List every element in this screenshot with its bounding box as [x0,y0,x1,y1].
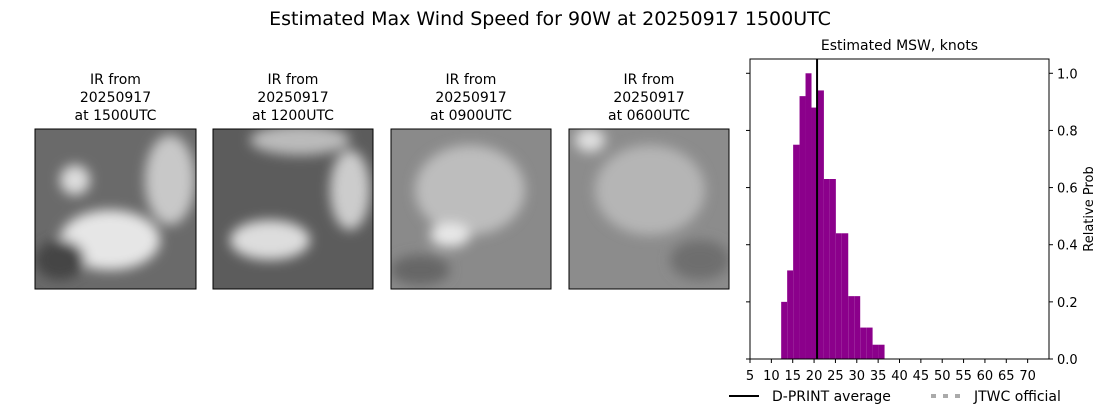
ir-image [569,129,729,289]
x-tick-label: 25 [827,369,844,384]
panel-label: IR from [624,72,675,88]
x-tick-label: 40 [891,369,908,384]
bar [872,344,879,359]
bar [841,233,849,359]
bar [799,96,806,360]
panel-label: 20250917 [257,90,328,106]
panel-label: IR from [90,72,141,88]
y-axis-label: Relative Prob [1082,166,1097,251]
x-tick-label: 50 [934,369,951,384]
panel-label: 20250917 [613,90,684,106]
x-tick-label: 55 [955,369,972,384]
panel-label: at 1500UTC [75,108,157,124]
panel-label: IR from [268,72,319,88]
bar [866,327,873,359]
panel-label: IR from [446,72,497,88]
y-tick-label: 0.8 [1057,124,1078,139]
y-tick-label: 0.4 [1057,239,1078,254]
panel-label: at 0900UTC [430,108,512,124]
x-tick-label: 5 [746,369,754,384]
panel-label: 20250917 [435,90,506,106]
bar [781,301,788,359]
x-tick-label: 70 [1019,369,1036,384]
bar [817,90,824,359]
y-tick-label: 1.0 [1057,67,1078,82]
y-tick-label: 0.2 [1057,296,1078,311]
legend-label: JTWC official [973,389,1061,405]
ir-image [213,129,373,289]
bar [848,296,855,359]
x-tick-label: 45 [913,369,930,384]
x-tick-label: 10 [763,369,780,384]
x-tick-label: 20 [806,369,823,384]
chart-title: Estimated MSW, knots [821,38,978,54]
x-tick-label: 30 [849,369,866,384]
figure-title: Estimated Max Wind Speed for 90W at 2025… [269,8,831,30]
x-tick-label: 60 [977,369,994,384]
legend-label: D-PRINT average [772,389,891,405]
bar [811,107,818,359]
y-tick-label: 0.6 [1057,182,1078,197]
bar [787,270,794,359]
ir-image [391,129,551,289]
bar [878,344,885,359]
x-tick-label: 15 [784,369,801,384]
bar [854,296,861,359]
bar [860,327,867,359]
ir-image [35,129,196,289]
x-tick-label: 65 [998,369,1015,384]
bar [823,179,830,359]
bar [835,233,842,359]
bar [829,179,836,359]
panel-label: 20250917 [80,90,151,106]
y-tick-label: 0.0 [1057,353,1078,368]
panel-label: at 1200UTC [252,108,334,124]
bar [793,144,800,359]
x-tick-label: 35 [870,369,887,384]
bar [805,73,812,360]
panel-label: at 0600UTC [608,108,690,124]
